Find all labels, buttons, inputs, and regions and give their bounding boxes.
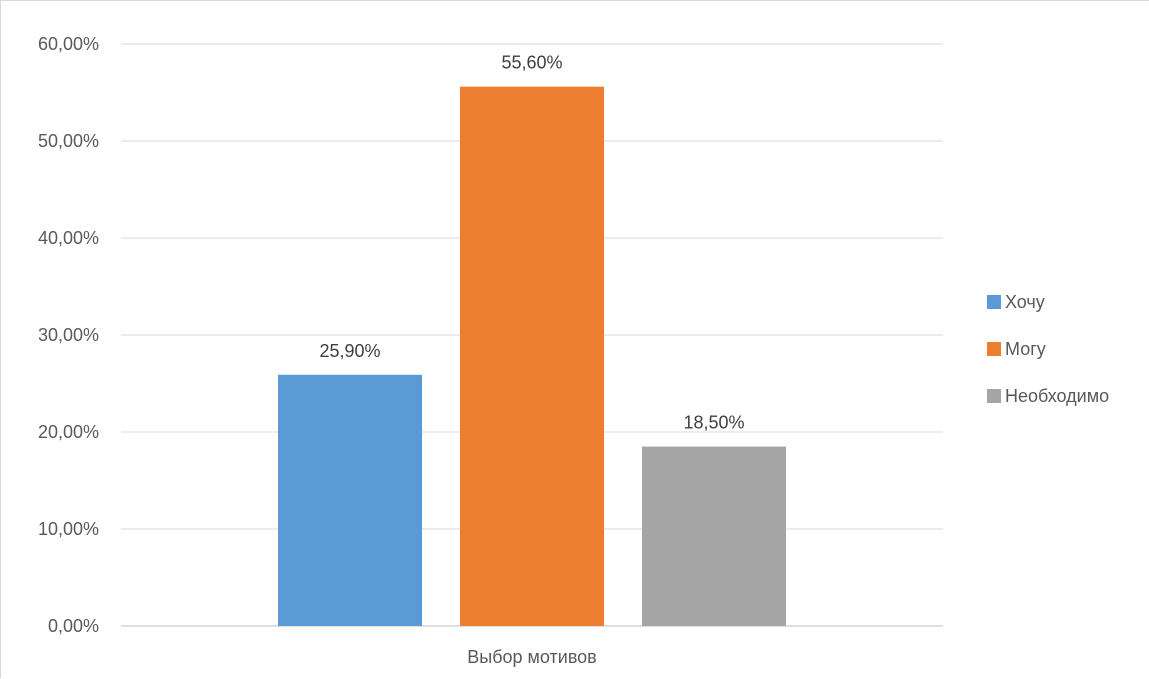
legend-item: Необходимо	[987, 386, 1109, 406]
legend-swatch	[987, 389, 1001, 403]
data-label: 55,60%	[501, 53, 562, 73]
legend-label: Хочу	[1005, 292, 1045, 312]
y-tick-label: 40,00%	[38, 228, 99, 248]
bar-1	[278, 374, 422, 626]
legend-swatch	[987, 295, 1001, 309]
bars	[278, 86, 786, 627]
bar-2	[460, 86, 604, 627]
legend-label: Могу	[1005, 339, 1046, 359]
y-tick-label: 60,00%	[38, 34, 99, 54]
y-tick-label: 30,00%	[38, 325, 99, 345]
legend-swatch	[987, 342, 1001, 356]
y-axis-tick-labels: 0,00% 10,00% 20,00% 30,00% 40,00% 50,00% 60,00…	[38, 34, 99, 636]
bar-3	[642, 446, 786, 626]
legend-label: Необходимо	[1005, 386, 1109, 406]
y-tick-label: 50,00%	[38, 131, 99, 151]
data-label: 25,90%	[319, 341, 380, 361]
y-tick-label: 10,00%	[38, 519, 99, 539]
data-label: 18,50%	[683, 413, 744, 433]
legend-item: Могу	[987, 339, 1046, 359]
y-tick-label: 20,00%	[38, 422, 99, 442]
y-tick-label: 0,00%	[48, 616, 99, 636]
legend-item: Хочу	[987, 292, 1045, 312]
x-axis: Выбор мотивов	[467, 647, 597, 667]
data-labels: 25,90% 55,60% 18,50%	[319, 53, 744, 433]
x-category-label: Выбор мотивов	[467, 647, 597, 667]
legend: Хочу Могу Необходимо	[987, 292, 1109, 406]
